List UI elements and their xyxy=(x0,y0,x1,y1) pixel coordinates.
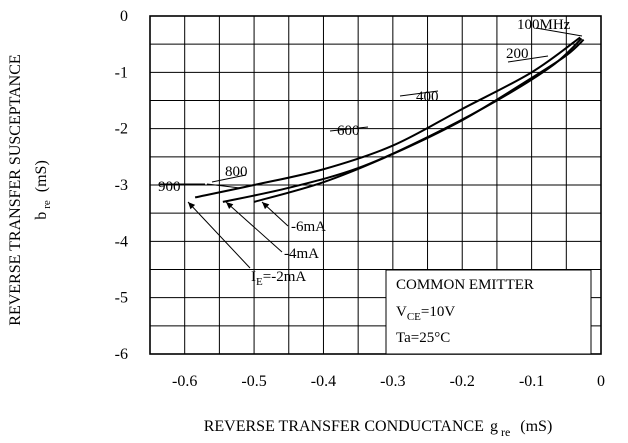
conditions-ta: Ta=25°C xyxy=(396,330,450,346)
x-tick-label: -0.4 xyxy=(311,373,336,390)
x-tick-label: -0.3 xyxy=(380,373,405,390)
freq-label-400: 400 xyxy=(416,89,439,105)
y-axis-label: REVERSE TRANSFER SUSCEPTANCE bre(mS) xyxy=(7,54,53,325)
y-tick-label: -3 xyxy=(115,177,128,194)
freq-label-200: 200 xyxy=(506,46,529,62)
annotation-leader xyxy=(399,90,439,97)
y-tick-label: -1 xyxy=(115,64,128,81)
y-axis-label-line2: bre(mS) xyxy=(33,160,53,220)
x-tick-label: -0.5 xyxy=(241,373,266,390)
label-ie-2ma: IE=-2mA xyxy=(251,269,306,288)
annotation-leader xyxy=(225,201,283,253)
annotations xyxy=(160,27,583,269)
conditions-vce: VCE=10V xyxy=(396,304,455,323)
label-6ma: -6mA xyxy=(291,219,326,235)
tick-labels: -0.6 -0.5 -0.4 -0.3 -0.2 -0.1 0 0 -1 -2 -3 -4 -5 -6 xyxy=(115,8,605,390)
annotation-leader xyxy=(211,174,247,183)
label-4ma: -4mA xyxy=(284,246,319,262)
y-tick-label: -6 xyxy=(115,346,128,363)
freq-label-100mhz: 100MHz xyxy=(517,17,571,33)
annotation-leader xyxy=(206,183,241,189)
y-tick-label: -2 xyxy=(115,121,128,138)
annotation-arrowhead xyxy=(262,202,270,210)
y-tick-label: 0 xyxy=(120,8,128,25)
series-curve-4ma xyxy=(222,37,583,203)
freq-label-600: 600 xyxy=(337,123,360,139)
annotation-arrowhead xyxy=(226,202,234,210)
x-tick-label: -0.2 xyxy=(450,373,475,390)
freq-label-800: 800 xyxy=(225,164,248,180)
series-curve-6ma xyxy=(253,38,585,203)
annotation-leader xyxy=(507,55,549,63)
x-tick-label: 0 xyxy=(597,373,605,390)
annotation-leader xyxy=(329,126,369,132)
series-curves xyxy=(194,36,585,203)
plot-frame xyxy=(149,15,602,355)
freq-label-900: 900 xyxy=(158,179,181,195)
y-tick-label: -5 xyxy=(115,290,128,307)
annotation-leader xyxy=(535,27,583,37)
conditions-line1: COMMON EMITTER xyxy=(396,277,534,293)
x-tick-label: -0.1 xyxy=(519,373,544,390)
series-curve-ie-2ma xyxy=(194,36,581,199)
annotation-arrowhead xyxy=(188,202,196,210)
conditions-box: COMMON EMITTER VCE=10V Ta=25°C xyxy=(385,269,592,355)
x-tick-label: -0.6 xyxy=(172,373,197,390)
x-axis-label: REVERSE TRANSFER CONDUCTANCE g re (mS) xyxy=(204,418,553,439)
y-axis-label-line1: REVERSE TRANSFER SUSCEPTANCE xyxy=(7,54,24,325)
y-tick-label: -4 xyxy=(115,233,128,250)
annotation-leader xyxy=(187,201,251,269)
